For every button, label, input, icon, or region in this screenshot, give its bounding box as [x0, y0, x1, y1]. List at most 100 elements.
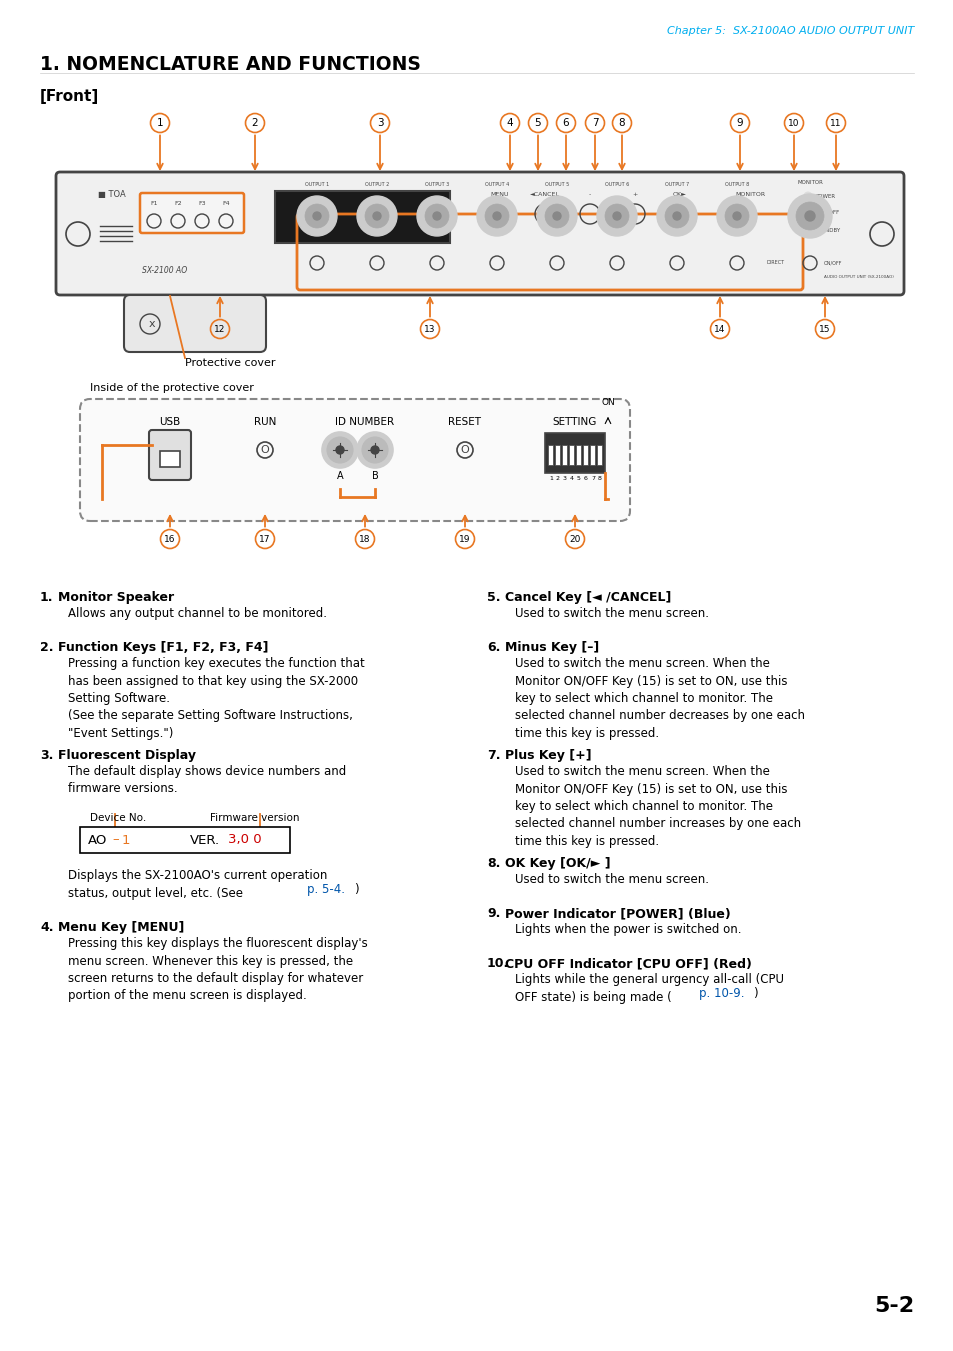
Text: x: x: [149, 319, 155, 330]
Text: SX-2100 AO: SX-2100 AO: [142, 266, 188, 276]
Text: POWER: POWER: [815, 193, 835, 199]
Text: STANDBY: STANDBY: [815, 227, 841, 232]
Text: OUTPUT 2: OUTPUT 2: [364, 182, 389, 186]
Text: 11: 11: [829, 119, 841, 127]
FancyBboxPatch shape: [561, 444, 566, 465]
Circle shape: [424, 204, 449, 228]
Text: 8: 8: [598, 476, 601, 481]
Text: 1.: 1.: [40, 590, 53, 604]
Circle shape: [804, 211, 814, 222]
Text: 4: 4: [569, 476, 574, 481]
Text: 6: 6: [583, 476, 587, 481]
Text: Cancel Key [◄ /CANCEL]: Cancel Key [◄ /CANCEL]: [504, 590, 671, 604]
FancyBboxPatch shape: [274, 190, 450, 243]
Text: 3.: 3.: [40, 748, 53, 762]
Circle shape: [803, 192, 811, 200]
Text: Menu Key [MENU]: Menu Key [MENU]: [58, 921, 184, 934]
FancyBboxPatch shape: [597, 444, 601, 465]
Text: p. 5-4.: p. 5-4.: [307, 884, 345, 896]
Text: OUTPUT 7: OUTPUT 7: [664, 182, 688, 186]
Text: ON/OFF: ON/OFF: [823, 261, 841, 266]
Circle shape: [787, 195, 831, 238]
Circle shape: [305, 204, 329, 228]
Text: 7: 7: [590, 476, 595, 481]
Circle shape: [296, 196, 336, 236]
Text: Pressing this key displays the fluorescent display's
menu screen. Whenever this : Pressing this key displays the fluoresce…: [68, 938, 367, 1002]
Text: Inside of the protective cover: Inside of the protective cover: [90, 382, 253, 393]
Circle shape: [537, 196, 577, 236]
Circle shape: [322, 432, 357, 467]
Text: OUTPUT 4: OUTPUT 4: [484, 182, 509, 186]
Text: Lights while the general urgency all-call (CPU
OFF state) is being made (: Lights while the general urgency all-cal…: [515, 973, 783, 1004]
Text: Minus Key [–]: Minus Key [–]: [504, 640, 598, 654]
Text: 4.: 4.: [40, 921, 53, 934]
Text: OK►: OK►: [673, 192, 686, 197]
Text: ◄CANCEL: ◄CANCEL: [530, 192, 559, 197]
FancyBboxPatch shape: [56, 172, 903, 295]
Text: 5: 5: [534, 118, 540, 128]
Circle shape: [553, 212, 560, 220]
Text: SETTING: SETTING: [552, 417, 597, 427]
Text: 13: 13: [424, 324, 436, 334]
FancyBboxPatch shape: [124, 295, 266, 353]
Text: CPU OFF Indicator [CPU OFF] (Red): CPU OFF Indicator [CPU OFF] (Red): [504, 957, 751, 970]
Text: 1: 1: [122, 834, 131, 847]
Text: 5.: 5.: [486, 590, 500, 604]
Text: 8: 8: [618, 118, 624, 128]
Text: Used to switch the menu screen.: Used to switch the menu screen.: [515, 607, 708, 620]
Circle shape: [335, 446, 344, 454]
Text: F1: F1: [150, 201, 157, 205]
Circle shape: [732, 212, 740, 220]
Text: RESET: RESET: [448, 417, 481, 427]
FancyBboxPatch shape: [544, 434, 604, 473]
FancyBboxPatch shape: [589, 444, 595, 465]
Text: OUTPUT 3: OUTPUT 3: [424, 182, 449, 186]
Text: Chapter 5:  SX-2100AO AUDIO OUTPUT UNIT: Chapter 5: SX-2100AO AUDIO OUTPUT UNIT: [666, 26, 913, 36]
Text: 8.: 8.: [486, 857, 500, 870]
Text: 3: 3: [376, 118, 383, 128]
Text: AO: AO: [88, 834, 108, 847]
Text: Lights when the power is switched on.: Lights when the power is switched on.: [515, 923, 740, 936]
FancyBboxPatch shape: [576, 444, 580, 465]
Text: 2: 2: [252, 118, 258, 128]
Text: OUTPUT 5: OUTPUT 5: [544, 182, 569, 186]
Text: The default display shows device numbers and
firmware versions.: The default display shows device numbers…: [68, 765, 346, 796]
Circle shape: [356, 432, 393, 467]
Text: Used to switch the menu screen. When the
Monitor ON/OFF Key (15) is set to ON, u: Used to switch the menu screen. When the…: [515, 657, 804, 740]
FancyBboxPatch shape: [149, 430, 191, 480]
Text: MONITOR: MONITOR: [796, 180, 822, 185]
Text: 5: 5: [577, 476, 580, 481]
Text: CPU OFF: CPU OFF: [815, 211, 839, 216]
Text: ID NUMBER: ID NUMBER: [335, 417, 395, 427]
Circle shape: [724, 204, 748, 228]
Text: +: +: [632, 192, 637, 197]
Text: AUDIO OUTPUT UNIT (SX-2100AO): AUDIO OUTPUT UNIT (SX-2100AO): [823, 276, 893, 280]
Text: 1: 1: [156, 118, 163, 128]
FancyBboxPatch shape: [547, 444, 553, 465]
Circle shape: [803, 209, 811, 218]
Text: 1. NOMENCLATURE AND FUNCTIONS: 1. NOMENCLATURE AND FUNCTIONS: [40, 55, 420, 74]
Circle shape: [356, 196, 396, 236]
Circle shape: [597, 196, 637, 236]
Text: 3: 3: [562, 476, 566, 481]
Circle shape: [657, 196, 697, 236]
Text: OUTPUT 8: OUTPUT 8: [724, 182, 748, 186]
Circle shape: [476, 196, 517, 236]
Circle shape: [313, 212, 320, 220]
FancyBboxPatch shape: [568, 444, 574, 465]
Text: 6.: 6.: [486, 640, 500, 654]
Text: Protective cover: Protective cover: [185, 358, 275, 367]
Text: 18: 18: [359, 535, 371, 543]
Text: Plus Key [+]: Plus Key [+]: [504, 748, 591, 762]
Circle shape: [373, 212, 380, 220]
FancyBboxPatch shape: [555, 444, 559, 465]
Text: Function Keys [F1, F2, F3, F4]: Function Keys [F1, F2, F3, F4]: [58, 640, 268, 654]
Circle shape: [493, 212, 500, 220]
FancyBboxPatch shape: [582, 444, 587, 465]
Text: Allows any output channel to be monitored.: Allows any output channel to be monitore…: [68, 607, 327, 620]
Text: Used to switch the menu screen.: Used to switch the menu screen.: [515, 873, 708, 886]
Circle shape: [803, 226, 811, 234]
Text: ): ): [354, 884, 358, 896]
Text: [Front]: [Front]: [40, 89, 99, 104]
Text: B: B: [372, 471, 378, 481]
